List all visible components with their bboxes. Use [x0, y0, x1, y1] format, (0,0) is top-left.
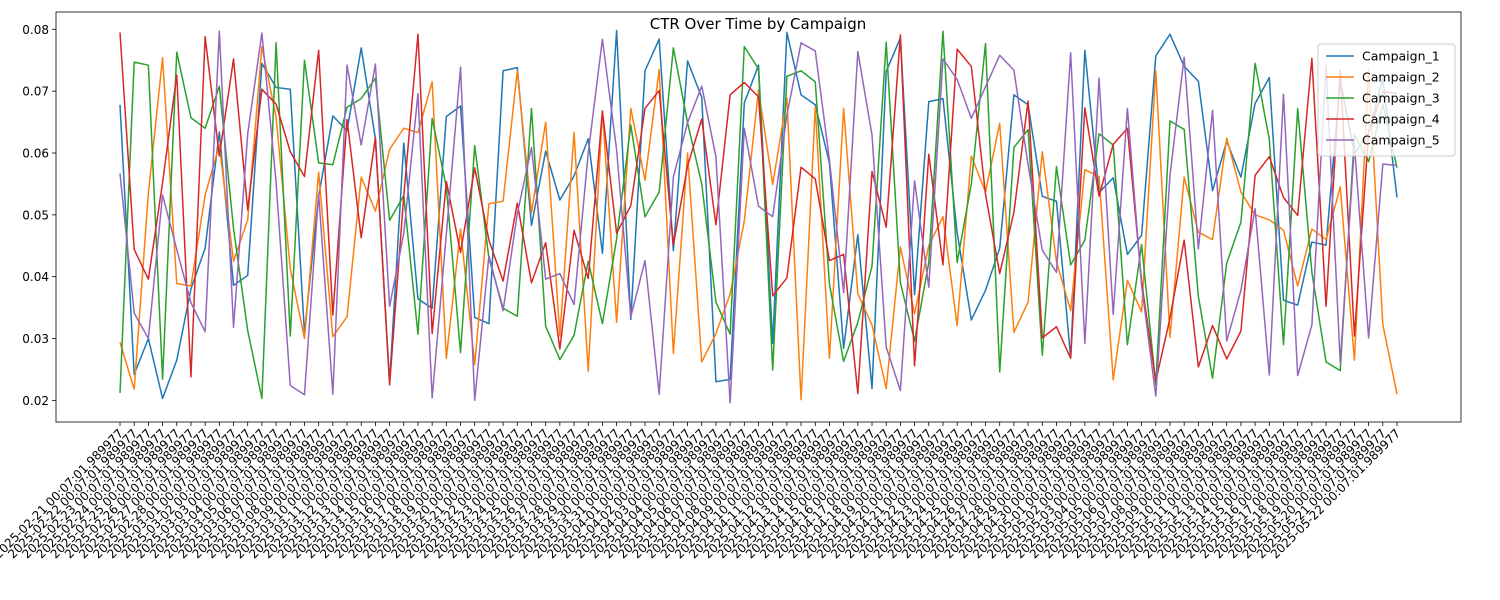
y-tick-label: 0.07 [22, 85, 49, 99]
y-tick-label: 0.02 [22, 394, 49, 408]
series-line-campaign-3 [119, 30, 1398, 400]
legend-label: Campaign_5 [1362, 133, 1440, 148]
legend-label: Campaign_4 [1362, 112, 1440, 127]
series-layer [119, 29, 1398, 404]
series-line-campaign-2 [119, 45, 1398, 401]
y-tick-label: 0.08 [22, 23, 49, 37]
y-axis: 0.02 0.03 0.04 0.05 0.06 0.07 0.08 [22, 23, 56, 408]
legend-label: Campaign_3 [1362, 91, 1440, 106]
y-tick-label: 0.04 [22, 270, 49, 284]
legend: Campaign_1 Campaign_2 Campaign_3 Campaign_4… [1317, 43, 1456, 157]
y-tick-label: 0.06 [22, 146, 49, 160]
series-line-campaign-5 [119, 30, 1398, 404]
plot-frame [55, 11, 1462, 423]
legend-label: Campaign_1 [1362, 49, 1440, 64]
legend-box [1317, 43, 1456, 157]
y-tick-label: 0.03 [22, 332, 49, 346]
chart-title: CTR Over Time by Campaign [650, 15, 867, 33]
legend-label: Campaign_2 [1362, 70, 1440, 85]
series-line-campaign-4 [119, 32, 1398, 395]
series-line-campaign-1 [119, 29, 1398, 400]
y-tick-label: 0.05 [22, 208, 49, 222]
